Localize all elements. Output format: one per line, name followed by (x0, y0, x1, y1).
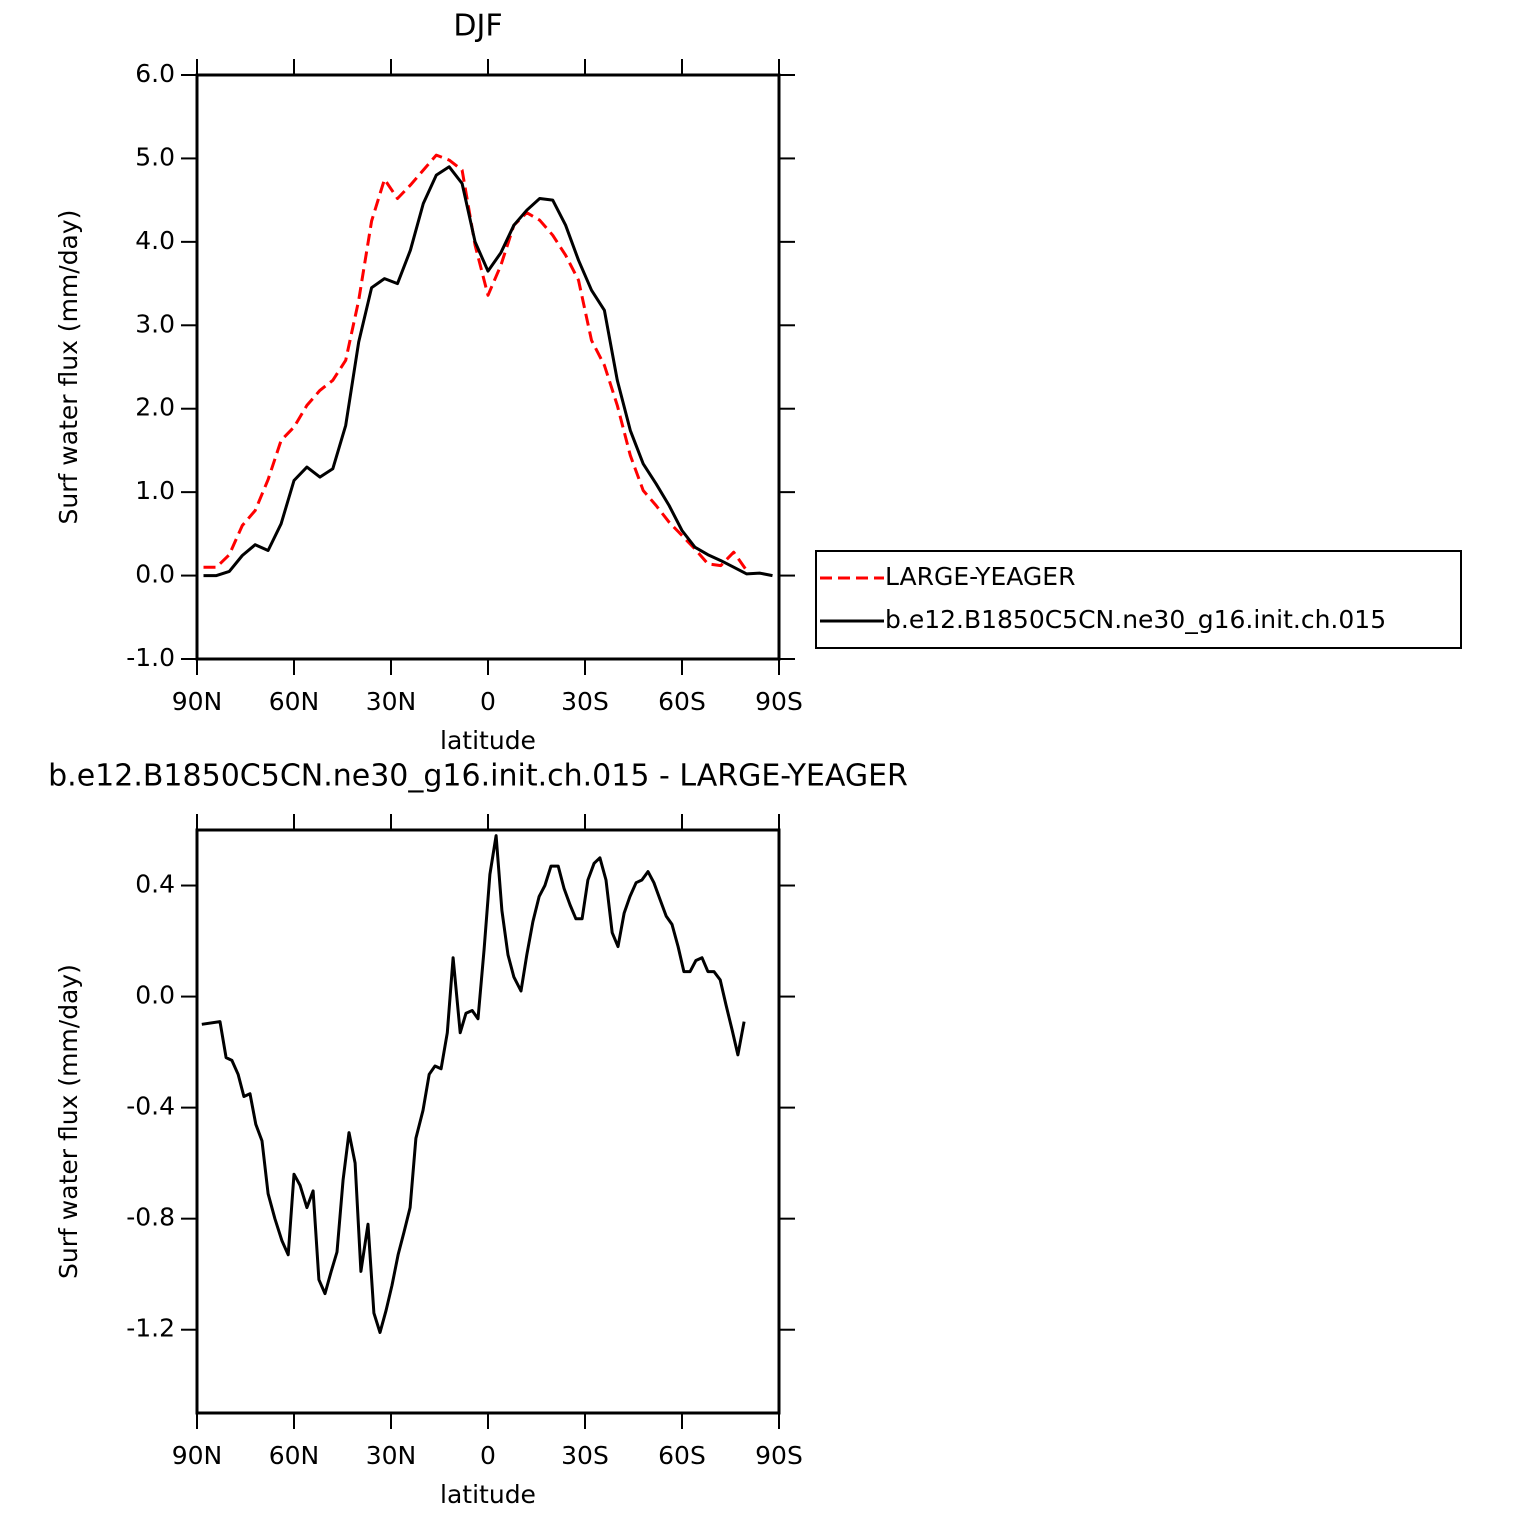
x-tick-label: 30S (561, 1441, 609, 1470)
y-tick-label: -1.2 (126, 1314, 175, 1343)
x-axis-label: latitude (440, 1480, 536, 1509)
legend-box (815, 550, 1462, 649)
y-tick-label: 4.0 (135, 226, 175, 255)
y-tick-label: -0.8 (126, 1203, 175, 1232)
x-tick-label: 0 (480, 687, 496, 716)
x-axis-label: latitude (440, 726, 536, 755)
y-tick-label: 5.0 (135, 142, 175, 171)
y-tick-label: -0.4 (126, 1092, 175, 1121)
y-tick-label: 0.4 (135, 870, 175, 899)
data-line (203, 165, 773, 578)
chart-title: DJF (453, 9, 502, 44)
x-tick-label: 60S (658, 1441, 706, 1470)
x-tick-label: 90S (755, 1441, 803, 1470)
legend-label: LARGE-YEAGER (885, 562, 1075, 591)
x-tick-label: 60N (269, 1441, 320, 1470)
y-tick-label: 1.0 (135, 476, 175, 505)
y-tick-label: 6.0 (135, 59, 175, 88)
y-tick-label: 0.0 (135, 560, 175, 589)
x-tick-label: 30N (366, 1441, 417, 1470)
x-tick-label: 90N (172, 1441, 223, 1470)
x-tick-label: 30N (366, 687, 417, 716)
y-axis-label: Surf water flux (mm/day) (54, 964, 83, 1279)
x-tick-label: 90S (755, 687, 803, 716)
chart-title: b.e12.B1850C5CN.ne30_g16.init.ch.015 - L… (48, 759, 908, 794)
data-line (201, 834, 746, 1334)
x-tick-label: 0 (480, 1441, 496, 1470)
x-tick-label: 90N (172, 687, 223, 716)
x-tick-label: 60N (269, 687, 320, 716)
plot-frame (195, 73, 781, 661)
y-tick-label: 0.0 (135, 981, 175, 1010)
x-tick-label: 60S (658, 687, 706, 716)
y-tick-label: 3.0 (135, 309, 175, 338)
y-axis-label: Surf water flux (mm/day) (54, 210, 83, 525)
x-tick-label: 30S (561, 687, 609, 716)
legend-label: b.e12.B1850C5CN.ne30_g16.init.ch.015 (885, 605, 1386, 634)
y-tick-label: 2.0 (135, 393, 175, 422)
y-tick-label: -1.0 (126, 643, 175, 672)
